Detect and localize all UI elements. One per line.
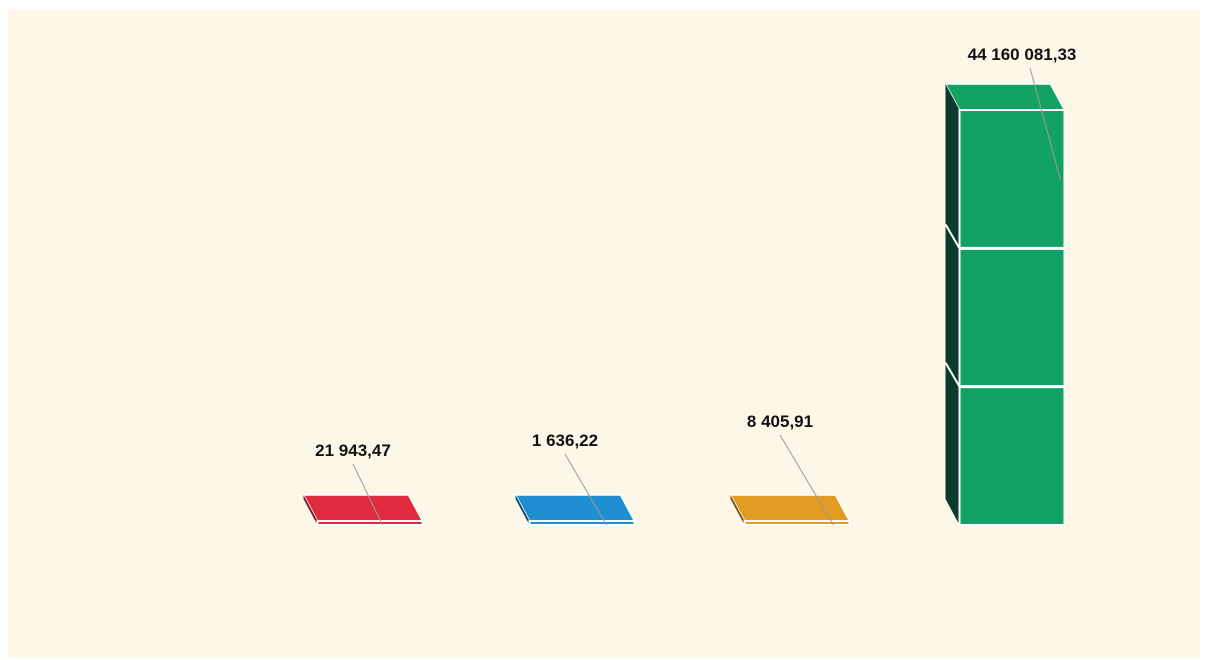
bar-side-face [515, 495, 530, 525]
data-label: 21 943,47 [315, 441, 391, 460]
bar-top-face [944, 83, 1066, 111]
leader-line [779, 434, 834, 526]
bar [743, 520, 851, 526]
data-label: 1 636,22 [532, 431, 598, 450]
bar-top-face [729, 494, 851, 522]
bar [958, 109, 1066, 526]
bar-segment-divider [944, 362, 961, 388]
bar [528, 520, 636, 526]
leader-line [1029, 67, 1061, 181]
leader-line [352, 463, 383, 526]
data-label: 8 405,91 [747, 412, 813, 431]
bar-segment-divider [944, 223, 961, 249]
bar-side-face [730, 495, 745, 525]
data-label: 44 160 081,33 [968, 45, 1077, 64]
bar-side-face [945, 84, 960, 525]
bar-top-face [302, 494, 424, 522]
bar-top-face [514, 494, 636, 522]
leader-line [564, 453, 607, 526]
bar-side-face [303, 495, 318, 525]
bar [316, 520, 424, 526]
